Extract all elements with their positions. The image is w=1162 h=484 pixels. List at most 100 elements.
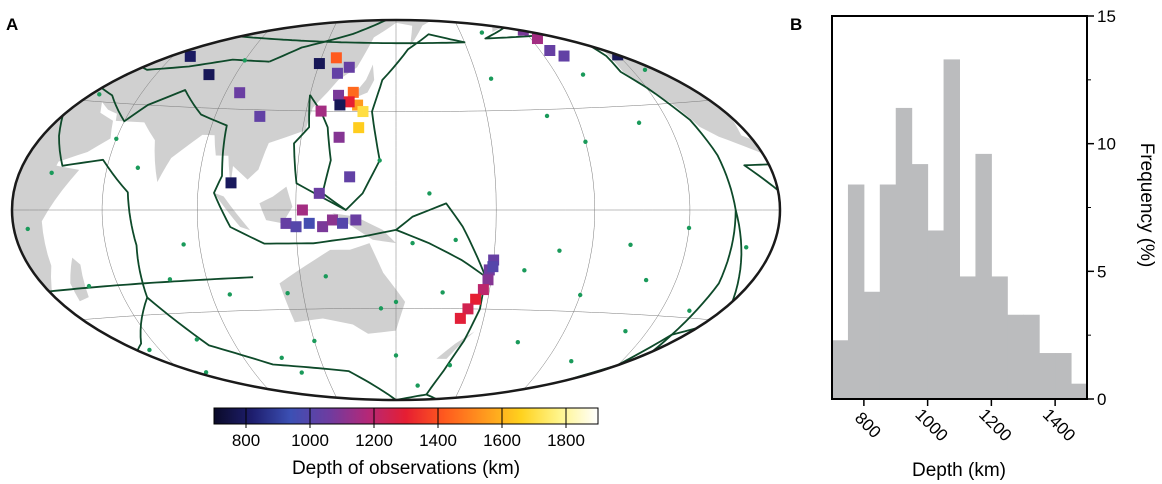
observation-marker: [352, 99, 364, 111]
hotspot-dot: [791, 227, 795, 231]
land-new-guinea: [332, 213, 396, 244]
hotspot-dot: [285, 290, 290, 296]
hotspot-dot: [594, 395, 599, 400]
observation-marker: [488, 254, 500, 266]
observation-marker: [290, 221, 302, 233]
observation-marker: [487, 261, 499, 273]
observation-marker: [331, 67, 343, 79]
hotspot-dot: [29, 131, 34, 137]
histogram-bar: [991, 276, 1008, 399]
hotspot-dot: [479, 30, 485, 35]
hotspot-dot: [393, 299, 399, 305]
y-axis-title: Frequency (%): [1136, 143, 1157, 268]
hotspot-dot: [124, 368, 129, 374]
land-australia: [279, 243, 406, 334]
hotspot-dot: [488, 76, 494, 81]
observation-marker: [54, 20, 66, 28]
histogram-bar: [911, 164, 929, 399]
plate-boundary: [130, 86, 737, 400]
meridian-line: [101, 20, 390, 400]
observation-marker: [500, 20, 512, 28]
histogram-bar: [832, 340, 849, 399]
land-uk: [77, 0, 132, 17]
hotspot-dot: [641, 53, 646, 58]
observation-marker: [149, 1, 160, 12]
histogram-bar: [879, 184, 897, 399]
observation-marker: [181, 33, 193, 45]
land-japan: [336, 64, 375, 109]
hotspot-dot: [583, 139, 588, 144]
hotspot-dot: [267, 457, 271, 461]
y-tick-label: 10: [1097, 135, 1116, 154]
observation-marker: [357, 106, 369, 118]
hotspot-dot: [706, 398, 711, 400]
observation-marker: [344, 171, 356, 183]
hotspot-dot: [323, 274, 328, 279]
observation-marker: [313, 58, 325, 70]
hotspot-dot: [453, 237, 458, 243]
observation-marker: [225, 177, 237, 189]
observation-marker: [330, 52, 342, 64]
hotspot-dot: [427, 191, 432, 196]
observation-marker: [31, 306, 43, 318]
hotspot-dot: [624, 421, 628, 425]
hotspot-dot: [544, 113, 550, 119]
observation-marker: [72, 20, 84, 24]
hotspot-dot: [279, 355, 284, 360]
panel-label-b: B: [790, 15, 802, 34]
observation-marker: [106, 21, 118, 33]
histogram-bar: [847, 184, 865, 399]
observation-marker: [280, 217, 292, 229]
map-outline: [10, 18, 782, 402]
hotspot-dot: [677, 351, 683, 357]
histogram-bar: [975, 153, 992, 399]
hotspot-dot: [636, 120, 642, 125]
panel-label-a: A: [6, 15, 18, 34]
observation-marker: [347, 86, 359, 98]
hotspot-dot: [312, 338, 317, 344]
hotspot-dot: [242, 58, 247, 63]
hotspot-dot: [515, 339, 521, 345]
x-tick-label: 1200: [975, 405, 1015, 445]
observation-marker: [531, 33, 543, 45]
observation-marker: [61, 37, 73, 49]
hotspot-dot: [194, 337, 200, 342]
colorbar-tick-label: 800: [232, 431, 260, 450]
observation-marker: [350, 214, 362, 226]
hotspot-dot: [112, 414, 116, 418]
observation-marker: [203, 69, 215, 81]
hotspot-dot: [299, 15, 303, 19]
hotspot-dot: [522, 268, 527, 273]
meridian-line: [402, 20, 691, 400]
histogram-bar: [959, 276, 976, 399]
hotspot-dot: [598, 37, 603, 42]
observation-marker: [477, 284, 489, 296]
hotspot-dot: [821, 148, 825, 152]
colorbar-gradient: [213, 407, 599, 425]
hotspot-dot: [415, 383, 420, 388]
histogram-bar: [1055, 353, 1072, 399]
hotspot-dot: [580, 72, 586, 77]
observation-marker: [118, 20, 130, 23]
hotspot-dot: [378, 306, 384, 311]
hotspot-dot: [628, 242, 633, 248]
histogram-bar: [1039, 353, 1056, 399]
hotspot-dot: [805, 188, 809, 192]
histogram-bars: [832, 59, 1088, 400]
hotspot-dot: [227, 292, 233, 297]
histogram-bar: [943, 59, 960, 399]
hotspot-dot: [687, 308, 692, 313]
colorbar-tick-label: 1600: [483, 431, 521, 450]
observation-marker: [317, 221, 329, 233]
colorbar-ticks: 800 1000 1200 1400 1600 1800: [232, 408, 585, 450]
observation-marker: [482, 274, 494, 286]
colorbar-label: Depth of observations (km): [292, 458, 520, 479]
hotspot-dot: [49, 170, 54, 176]
depth-histogram: 800 1000 1200 1400 0 5 10 15 Depth (km) Frequen…: [831, 7, 1157, 481]
land-borneo: [259, 186, 293, 224]
hotspot-dot: [375, 404, 379, 408]
hotspot-dot: [744, 245, 749, 250]
observation-marker: [353, 122, 365, 134]
colorbar: 800 1000 1200 1400 1600 1800 Depth of observa…: [213, 407, 599, 479]
